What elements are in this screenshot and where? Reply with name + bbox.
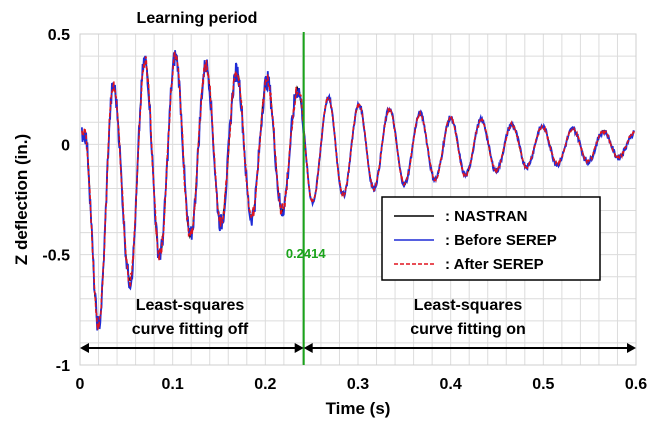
- fitting-off-label-line2: curve fitting off: [132, 321, 249, 338]
- fitting-on-label-line1: Least-squares: [414, 297, 523, 314]
- tick-labels: 0 0.1 0.2 0.3 0.4 0.5 0.6 0.5 0 -0.5 -1: [42, 27, 647, 393]
- learning-period-marker-label: 0.2414: [286, 246, 327, 261]
- series-line-after-serep: [81, 51, 635, 330]
- y-tick-label: -1: [56, 358, 70, 375]
- fitting-off-label-line1: Least-squares: [136, 297, 245, 314]
- fitting-off-arrow-head-right: [294, 343, 304, 353]
- legend-label-before-serep: : Before SEREP: [445, 232, 557, 249]
- legend-label-after-serep: : After SEREP: [445, 256, 544, 273]
- fitting-on-label-line2: curve fitting on: [410, 321, 526, 338]
- x-tick-label: 0.3: [347, 376, 369, 393]
- y-tick-label: 0.5: [48, 27, 70, 44]
- fitting-on-arrow-head-left: [303, 343, 313, 353]
- legend-box: [381, 196, 601, 281]
- legend-label-nastran: : NASTRAN: [445, 208, 528, 225]
- y-axis-label: Z deflection (in.): [12, 134, 31, 265]
- range-arrows: [80, 343, 636, 353]
- x-tick-label: 0.2: [254, 376, 276, 393]
- y-tick-label: 0: [61, 137, 70, 154]
- x-tick-label: 0.5: [532, 376, 554, 393]
- fitting-off-arrow-head-left: [80, 343, 89, 353]
- x-tick-label: 0.1: [162, 376, 184, 393]
- series-layer: [81, 50, 635, 331]
- y-tick-label: -0.5: [42, 248, 70, 265]
- x-tick-label: 0: [76, 376, 85, 393]
- legend: : NASTRAN : Before SEREP : After SEREP: [381, 196, 601, 281]
- x-tick-label: 0.4: [440, 376, 462, 393]
- fitting-on-arrow-head-right: [627, 343, 636, 353]
- x-tick-label: 0.6: [625, 376, 647, 393]
- x-axis-label: Time (s): [326, 399, 391, 418]
- learning-period-label: Learning period: [137, 10, 258, 27]
- plot-frame: [79, 33, 637, 366]
